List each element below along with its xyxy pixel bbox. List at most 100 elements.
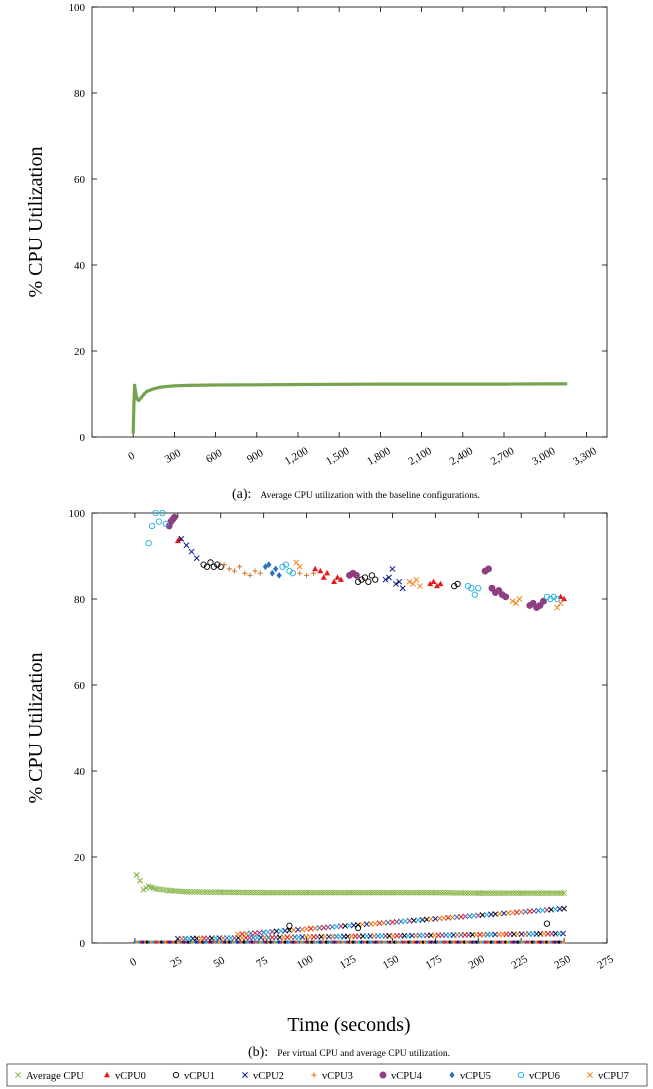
chart-b-xtick-label: 175 <box>424 953 445 972</box>
chart-b-point-vcpu1 <box>354 924 362 932</box>
chart-a-point <box>152 387 156 391</box>
chart-b-point-vcpu6 <box>152 509 159 517</box>
chart-b-avg-trail <box>308 889 315 896</box>
chart-b-avg-trail <box>455 889 462 896</box>
legend-label: Average CPU <box>26 1071 84 1082</box>
chart-b-avg-trail <box>508 890 515 897</box>
chart-b-point-vcpu3 <box>242 570 248 576</box>
chart-b-point-vcpu1 <box>217 563 224 570</box>
chart-a-point <box>131 431 135 435</box>
chart-b-avg-trail <box>338 889 345 896</box>
chart-b-avg-trail <box>291 889 297 896</box>
chart-b-point-vcpu2 <box>389 565 396 572</box>
chart-a-ytick-label: 100 <box>69 2 86 14</box>
chart-b-point-vcpu2 <box>193 555 200 562</box>
chart-b-point-vcpu1 <box>207 559 214 566</box>
chart-b-avg-trail <box>344 889 350 896</box>
chart-b-xtick-label: 0 <box>128 956 139 969</box>
chart-b-avg-trail <box>482 890 489 897</box>
chart-b-point-vcpu4 <box>485 565 492 573</box>
chart-b-point-vcpu1 <box>543 920 551 927</box>
chart-b-point-vcpu7 <box>557 600 564 607</box>
chart-b-avg-trail <box>503 890 509 897</box>
chart-a-xtick-label: 2,100 <box>406 445 434 468</box>
chart-b-avg-trail <box>376 889 383 896</box>
legend-label: vCPU7 <box>598 1071 629 1082</box>
chart-b-avg-trail <box>530 890 537 897</box>
chart-b-avg-trail <box>505 890 512 897</box>
chart-b-point-average-cpu <box>133 872 140 879</box>
chart-b-point-vcpu6 <box>543 593 551 600</box>
chart-b-avg-trail <box>178 888 185 895</box>
chart-b-avg-trail <box>510 890 517 897</box>
legend-marker <box>517 1071 525 1079</box>
chart-b-avg-trail <box>477 890 484 897</box>
chart-b-avg-trail <box>429 889 436 896</box>
chart-b-avg-trail <box>465 890 472 896</box>
chart-a-xtick-label: 1,800 <box>365 445 393 468</box>
chart-b-point-vcpu5 <box>266 561 272 568</box>
chart-a-point <box>137 398 141 403</box>
chart-b-point-vcpu7 <box>410 580 416 587</box>
chart-b-point-average-cpu <box>137 877 144 884</box>
chart-b-avg-trail <box>551 890 557 897</box>
chart-b-avg-trail <box>548 890 555 897</box>
chart-b-avg-trail <box>490 890 497 897</box>
chart-b-avg-trail <box>283 889 290 896</box>
chart-b-point-vcpu0 <box>337 576 344 582</box>
chart-b-avg-trail <box>528 890 535 897</box>
chart-b-avg-trail <box>316 889 323 896</box>
chart-b-avg-trail <box>394 889 401 896</box>
chart-b-avg-trail <box>445 889 451 896</box>
legend-marker <box>15 1072 21 1078</box>
chart-b-avg-trail <box>409 889 416 896</box>
legend-label: vCPU0 <box>115 1071 146 1082</box>
legend-marker <box>311 1072 317 1078</box>
chart-b-point-vcpu1 <box>210 563 218 570</box>
chart-b-avg-trail <box>240 889 247 896</box>
legend-marker <box>587 1072 593 1078</box>
chart-b-avg-trail <box>245 889 252 896</box>
chart-b-avg-trail <box>215 889 222 896</box>
chart-b-point-vcpu6 <box>554 595 561 603</box>
chart-b-avg-trail <box>273 889 280 896</box>
chart-b-avg-trail <box>417 889 424 896</box>
chart-b-point-vcpu6 <box>162 520 169 527</box>
chart-a-ytick-label: 0 <box>80 432 86 444</box>
chart-b-point-vcpu6 <box>282 561 290 568</box>
chart-b-point-average-cpu <box>303 889 310 896</box>
chart-b-avg-trail <box>452 889 459 896</box>
chart-b-point-average-cpu <box>166 887 173 894</box>
chart-b-point-average-cpu <box>518 890 525 897</box>
chart-b-avg-trail <box>515 890 522 897</box>
chart-b-point-vcpu0 <box>427 580 434 587</box>
chart-b-point-average-cpu <box>475 890 482 897</box>
chart-b-point-vcpu7 <box>554 604 561 611</box>
chart-b-point-vcpu1 <box>365 578 372 585</box>
chart-b-avg-trail <box>500 890 507 897</box>
chart-b-avg-trail <box>553 890 560 897</box>
chart-b-avg-trail <box>235 889 242 896</box>
chart-b-avg-trail <box>311 889 318 896</box>
chart-b-avg-trail <box>513 890 520 897</box>
chart-b-avg-trail <box>313 889 320 896</box>
chart-b-point-vcpu0 <box>331 578 338 584</box>
chart-a-xtick-label: 1,200 <box>283 445 311 468</box>
chart-b-point-vcpu6 <box>464 582 472 590</box>
chart-a-caption-text: Average CPU utilization with the baselin… <box>260 490 480 501</box>
chart-b-avg-trail <box>520 890 527 897</box>
chart-b-avg-trail <box>336 889 343 896</box>
chart-b-avg-trail <box>212 889 219 896</box>
chart-b-avg-trail <box>207 889 214 896</box>
legend-label: vCPU4 <box>391 1071 423 1082</box>
chart-a-point <box>296 382 300 387</box>
chart-a-point <box>172 384 176 388</box>
chart-b-avg-trail <box>225 889 232 896</box>
chart-b-point-vcpu1 <box>203 563 211 570</box>
chart-b-avg-trail <box>227 889 234 896</box>
chart-a-point <box>133 388 137 392</box>
chart-b-avg-trail <box>209 889 216 896</box>
chart-a-xtick-label: 3,300 <box>571 445 599 468</box>
chart-b-avg-trail <box>543 890 550 897</box>
legend-label: vCPU2 <box>253 1071 284 1082</box>
